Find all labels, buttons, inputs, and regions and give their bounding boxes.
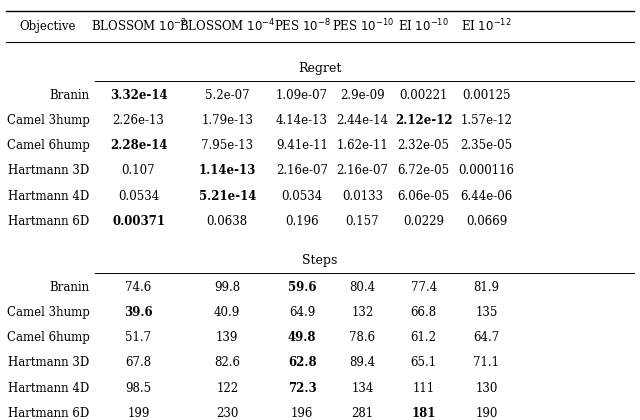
Text: 4.14e-13: 4.14e-13 <box>276 114 328 127</box>
Text: 6.72e-05: 6.72e-05 <box>397 165 450 177</box>
Text: 66.8: 66.8 <box>411 306 436 319</box>
Text: 230: 230 <box>216 407 238 420</box>
Text: 65.1: 65.1 <box>411 357 436 369</box>
Text: 98.5: 98.5 <box>125 382 152 394</box>
Text: 72.3: 72.3 <box>288 382 316 394</box>
Text: 2.44e-14: 2.44e-14 <box>337 114 388 127</box>
Text: Objective: Objective <box>19 20 76 33</box>
Text: 2.32e-05: 2.32e-05 <box>397 139 450 152</box>
Text: 0.107: 0.107 <box>122 165 156 177</box>
Text: 0.000116: 0.000116 <box>458 165 515 177</box>
Text: 2.35e-05: 2.35e-05 <box>460 139 513 152</box>
Text: 2.26e-13: 2.26e-13 <box>113 114 164 127</box>
Text: 74.6: 74.6 <box>125 281 152 294</box>
Text: 281: 281 <box>351 407 374 420</box>
Text: Hartmann 3D: Hartmann 3D <box>8 357 90 369</box>
Text: 2.16e-07: 2.16e-07 <box>276 165 328 177</box>
Text: 111: 111 <box>413 382 435 394</box>
Text: 77.4: 77.4 <box>410 281 437 294</box>
Text: 181: 181 <box>412 407 436 420</box>
Text: 196: 196 <box>291 407 313 420</box>
Text: EI $10^{-10}$: EI $10^{-10}$ <box>398 18 449 34</box>
Text: 61.2: 61.2 <box>411 331 436 344</box>
Text: 78.6: 78.6 <box>349 331 376 344</box>
Text: 39.6: 39.6 <box>124 306 153 319</box>
Text: Hartmann 4D: Hartmann 4D <box>8 190 90 202</box>
Text: Hartmann 3D: Hartmann 3D <box>8 165 90 177</box>
Text: 0.00371: 0.00371 <box>112 215 165 228</box>
Text: 51.7: 51.7 <box>125 331 152 344</box>
Text: 1.57e-12: 1.57e-12 <box>460 114 513 127</box>
Text: 135: 135 <box>476 306 497 319</box>
Text: 6.06e-05: 6.06e-05 <box>397 190 450 202</box>
Text: 130: 130 <box>476 382 497 394</box>
Text: Hartmann 4D: Hartmann 4D <box>8 382 90 394</box>
Text: 1.14e-13: 1.14e-13 <box>198 165 256 177</box>
Text: 0.00125: 0.00125 <box>462 89 511 102</box>
Text: 2.28e-14: 2.28e-14 <box>110 139 167 152</box>
Text: 64.9: 64.9 <box>289 306 316 319</box>
Text: BLOSSOM $10^{-4}$: BLOSSOM $10^{-4}$ <box>179 18 275 34</box>
Text: PES $10^{-8}$: PES $10^{-8}$ <box>274 18 330 34</box>
Text: 132: 132 <box>351 306 374 319</box>
Text: 190: 190 <box>476 407 497 420</box>
Text: 49.8: 49.8 <box>288 331 316 344</box>
Text: 0.0638: 0.0638 <box>207 215 248 228</box>
Text: 5.21e-14: 5.21e-14 <box>198 190 256 202</box>
Text: 2.9e-09: 2.9e-09 <box>340 89 385 102</box>
Text: 99.8: 99.8 <box>214 281 240 294</box>
Text: 67.8: 67.8 <box>125 357 152 369</box>
Text: 139: 139 <box>216 331 238 344</box>
Text: 122: 122 <box>216 382 238 394</box>
Text: 2.16e-07: 2.16e-07 <box>337 165 388 177</box>
Text: Camel 3hump: Camel 3hump <box>7 306 90 319</box>
Text: 59.6: 59.6 <box>288 281 316 294</box>
Text: 1.09e-07: 1.09e-07 <box>276 89 328 102</box>
Text: Regret: Regret <box>298 63 342 75</box>
Text: 2.12e-12: 2.12e-12 <box>395 114 452 127</box>
Text: 1.79e-13: 1.79e-13 <box>201 114 253 127</box>
Text: 81.9: 81.9 <box>474 281 499 294</box>
Text: 80.4: 80.4 <box>349 281 376 294</box>
Text: 6.44e-06: 6.44e-06 <box>460 190 513 202</box>
Text: 134: 134 <box>351 382 374 394</box>
Text: 64.7: 64.7 <box>473 331 500 344</box>
Text: 5.2e-07: 5.2e-07 <box>205 89 250 102</box>
Text: 9.41e-11: 9.41e-11 <box>276 139 328 152</box>
Text: 71.1: 71.1 <box>474 357 499 369</box>
Text: 0.0669: 0.0669 <box>466 215 507 228</box>
Text: Camel 3hump: Camel 3hump <box>7 114 90 127</box>
Text: Hartmann 6D: Hartmann 6D <box>8 407 90 420</box>
Text: 0.0133: 0.0133 <box>342 190 383 202</box>
Text: 0.0229: 0.0229 <box>403 215 444 228</box>
Text: PES $10^{-10}$: PES $10^{-10}$ <box>332 18 394 34</box>
Text: 89.4: 89.4 <box>349 357 376 369</box>
Text: 0.157: 0.157 <box>346 215 380 228</box>
Text: 0.196: 0.196 <box>285 215 319 228</box>
Text: EI $10^{-12}$: EI $10^{-12}$ <box>461 18 512 34</box>
Text: 0.0534: 0.0534 <box>118 190 159 202</box>
Text: 40.9: 40.9 <box>214 306 241 319</box>
Text: Camel 6hump: Camel 6hump <box>7 331 90 344</box>
Text: 82.6: 82.6 <box>214 357 240 369</box>
Text: 1.62e-11: 1.62e-11 <box>337 139 388 152</box>
Text: Steps: Steps <box>302 255 338 267</box>
Text: BLOSSOM $10^{-2}$: BLOSSOM $10^{-2}$ <box>91 18 186 34</box>
Text: Branin: Branin <box>49 89 90 102</box>
Text: Branin: Branin <box>49 281 90 294</box>
Text: Camel 6hump: Camel 6hump <box>7 139 90 152</box>
Text: 62.8: 62.8 <box>288 357 316 369</box>
Text: Hartmann 6D: Hartmann 6D <box>8 215 90 228</box>
Text: 7.95e-13: 7.95e-13 <box>201 139 253 152</box>
Text: 199: 199 <box>127 407 150 420</box>
Text: 0.0534: 0.0534 <box>282 190 323 202</box>
Text: 0.00221: 0.00221 <box>399 89 448 102</box>
Text: 3.32e-14: 3.32e-14 <box>109 89 168 102</box>
